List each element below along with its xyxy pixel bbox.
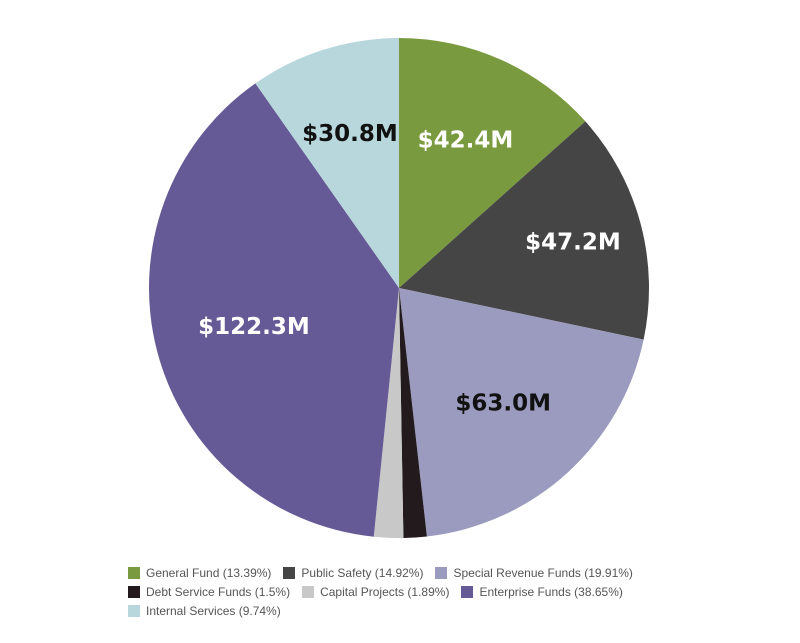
legend: General Fund (13.39%) Public Safety (14.9…: [128, 564, 688, 619]
pie-slice-debt-service-funds: [399, 288, 427, 538]
pie-slice-general-fund: [399, 38, 586, 288]
legend-label: Internal Services (9.74%): [146, 603, 281, 618]
pie-slices: [149, 38, 649, 538]
pie-slice-enterprise-funds: [149, 83, 399, 537]
legend-swatch: [128, 604, 140, 617]
pie-slice-internal-services: [255, 38, 399, 288]
legend-swatch: [302, 585, 315, 598]
legend-swatch: [461, 585, 474, 598]
slice-value-label: $47.2M: [525, 230, 621, 256]
legend-item: Capital Projects (1.89%): [302, 583, 449, 600]
legend-item: Public Safety (14.92%): [283, 564, 423, 581]
slice-value-label: $30.8M: [302, 121, 398, 147]
legend-label: Special Revenue Funds (19.91%): [453, 565, 633, 580]
legend-label: Debt Service Funds (1.5%): [146, 584, 291, 599]
legend-swatch: [283, 566, 296, 579]
legend-swatch: [128, 585, 140, 598]
legend-item: Enterprise Funds (38.65%): [461, 583, 623, 600]
slice-value-label: $42.4M: [418, 128, 514, 154]
legend-label: Capital Projects (1.89%): [320, 584, 450, 599]
legend-item: Special Revenue Funds (19.91%): [435, 564, 633, 581]
legend-item: Internal Services (9.74%): [128, 602, 281, 619]
legend-swatch: [435, 566, 448, 579]
pie-slice-special-revenue-funds: [399, 288, 644, 537]
legend-label: Public Safety (14.92%): [301, 565, 424, 580]
legend-label: Enterprise Funds (38.65%): [479, 584, 623, 599]
legend-item: Debt Service Funds (1.5%): [128, 583, 290, 600]
pie-slice-public-safety: [399, 121, 649, 340]
slice-value-label: $63.0M: [455, 391, 551, 417]
pie-slice-capital-projects: [373, 288, 404, 538]
slice-value-label: $122.3M: [198, 314, 310, 340]
pie-slice-labels: $42.4M $47.2M $63.0M $122.3M $30.8M: [198, 121, 621, 417]
legend-label: General Fund (13.39%): [146, 565, 272, 580]
legend-item: General Fund (13.39%): [128, 564, 271, 581]
legend-swatch: [128, 566, 140, 579]
